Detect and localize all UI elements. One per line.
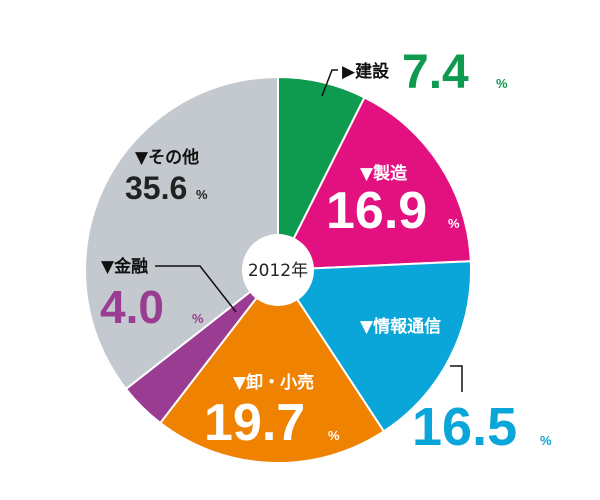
slice-label-ict: ▼情報通信 xyxy=(360,316,441,337)
pie-slices xyxy=(84,75,472,464)
slice-label-other: ▼その他 xyxy=(135,147,199,168)
pct-sign-other: % xyxy=(196,187,208,202)
center-hole xyxy=(242,234,314,306)
slice-label-manufacturing: ▼製造 xyxy=(360,163,408,184)
slice-label-wholesale-retail: ▼卸・小売 xyxy=(233,372,314,393)
arrow-down-icon: ▼ xyxy=(135,148,149,168)
slice-value-other: 35.6 xyxy=(125,170,187,206)
slice-name-manufacturing: 製造 xyxy=(372,163,408,184)
arrow-right-icon: ▶ xyxy=(342,62,356,82)
slice-value-finance: 4.0 xyxy=(100,281,164,333)
pie-slice-wholesale-retail xyxy=(158,268,386,464)
slice-name-ict: 情報通信 xyxy=(373,316,441,337)
center-year-label: 2012年 xyxy=(248,261,308,281)
arrow-down-icon: ▼ xyxy=(101,257,115,277)
slice-name-construction: 建設 xyxy=(355,61,390,82)
leader-line-construction xyxy=(321,69,338,97)
pct-sign-manufacturing: % xyxy=(448,216,460,231)
leader-lines xyxy=(155,69,463,392)
slice-name-wholesale-retail: 卸・小売 xyxy=(246,372,314,393)
slice-label-construction: ▶建設 xyxy=(342,61,390,82)
slice-label-finance: ▼金融 xyxy=(101,256,148,277)
arrow-down-icon: ▼ xyxy=(233,373,247,393)
leader-line-finance xyxy=(155,265,237,313)
arrow-down-icon: ▼ xyxy=(360,317,374,337)
pie-slice-ict xyxy=(276,260,472,433)
slice-value-ict: 16.5 xyxy=(412,397,517,457)
pie-slice-other xyxy=(84,75,279,391)
pie-slice-manufacturing xyxy=(276,96,472,272)
pct-sign-wholesale-retail: % xyxy=(328,428,340,443)
slice-value-construction: 7.4 xyxy=(402,46,469,99)
slice-name-other: その他 xyxy=(148,147,199,168)
arrow-down-icon: ▼ xyxy=(360,164,374,184)
pct-sign-ict: % xyxy=(540,433,552,448)
pct-sign-finance: % xyxy=(192,311,204,326)
slice-value-wholesale-retail: 19.7 xyxy=(204,394,305,452)
slice-name-finance: 金融 xyxy=(113,256,148,277)
leader-line-ict xyxy=(450,365,463,392)
slice-value-manufacturing: 16.9 xyxy=(326,182,427,240)
pct-sign-construction: % xyxy=(496,76,508,91)
